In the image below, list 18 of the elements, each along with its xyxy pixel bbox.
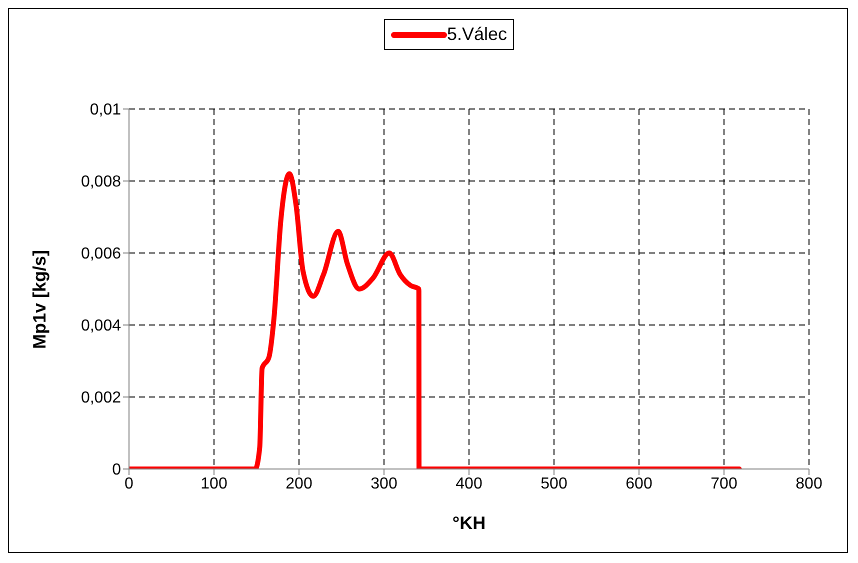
- y-tick-label: 0,004: [80, 318, 122, 335]
- x-tick-label: 100: [200, 475, 228, 492]
- y-tick-label: 0,006: [80, 246, 122, 263]
- x-tick-label: 0: [124, 475, 134, 492]
- y-axis-title: Mp1v [kg/s]: [29, 250, 50, 349]
- x-tick-label: 400: [456, 475, 482, 492]
- x-tick-label: 800: [796, 475, 822, 492]
- x-tick-label: 300: [370, 475, 398, 492]
- y-tick-label: 0,002: [80, 390, 122, 407]
- x-tick-label: 500: [540, 475, 568, 492]
- x-tick-label: 600: [626, 475, 652, 492]
- y-tick-label: 0,008: [80, 174, 122, 191]
- legend-label: 5.Válec: [446, 24, 508, 45]
- x-tick-label: 200: [286, 475, 312, 492]
- y-tick-label: 0,01: [90, 102, 122, 119]
- x-axis-title: °KH: [452, 513, 486, 533]
- x-tick-label: 700: [710, 475, 738, 492]
- y-tick-label: 0: [112, 462, 122, 479]
